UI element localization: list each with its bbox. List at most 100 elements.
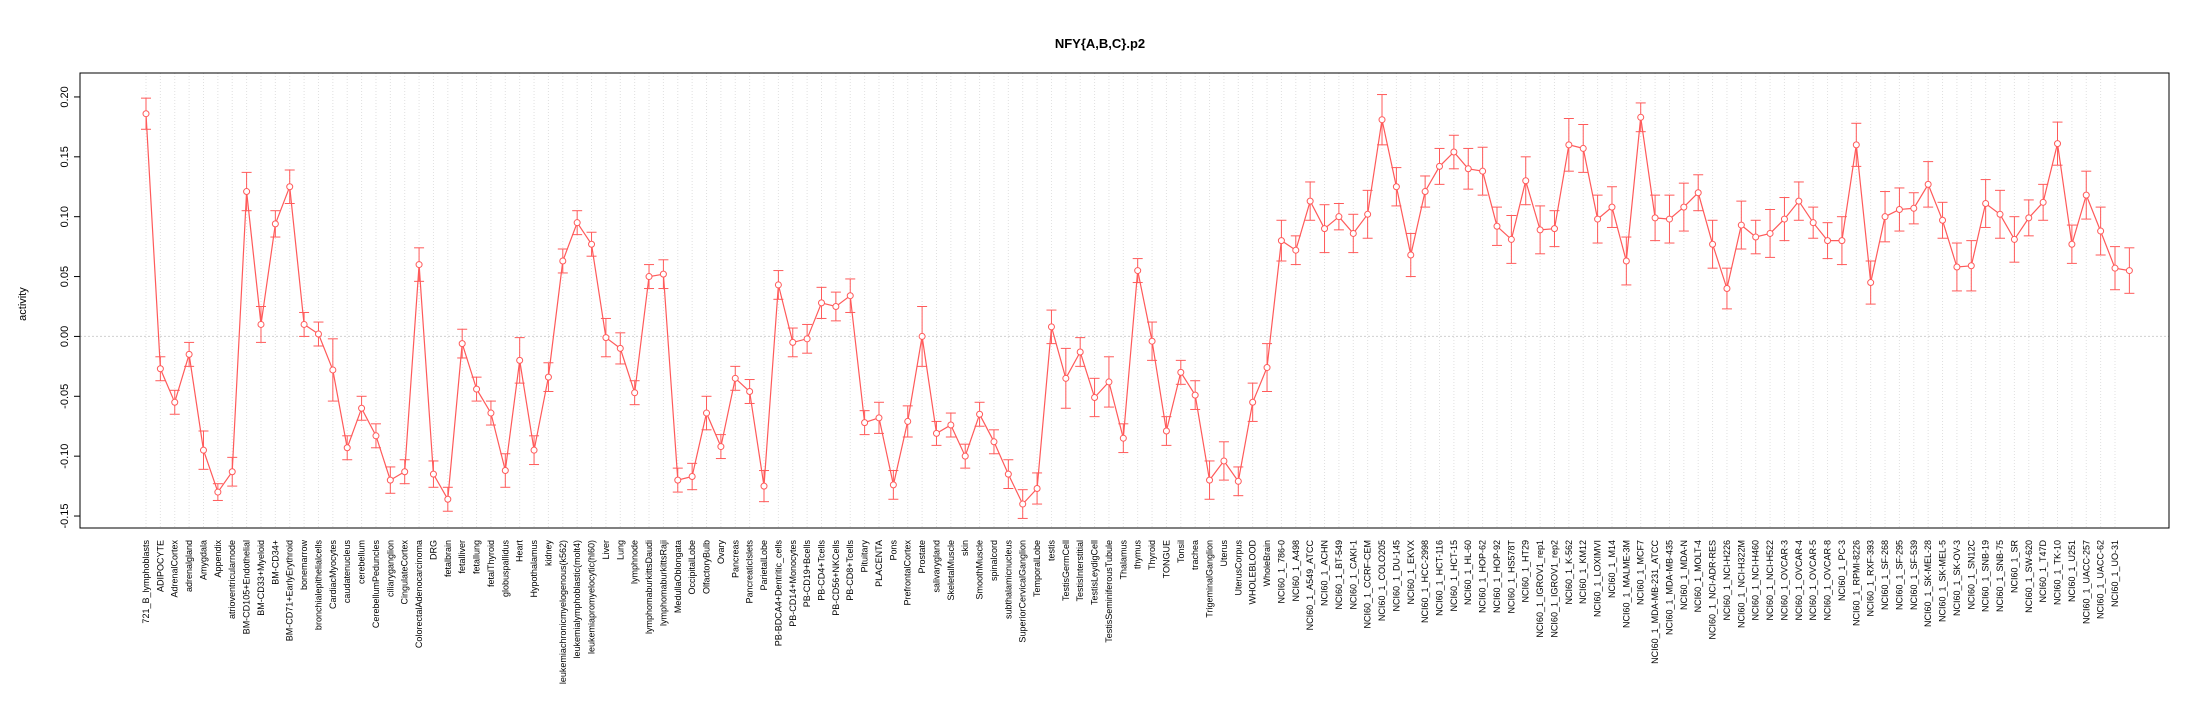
data-point <box>1392 183 1400 191</box>
data-point <box>1910 204 1918 212</box>
data-point <box>2054 140 2062 148</box>
x-tick-label: lymphomaburkittsDaudi <box>644 540 654 634</box>
x-tick-label: NCI60_1_MDA-MB-231_ATCC <box>1650 540 1660 664</box>
data-point <box>214 488 222 496</box>
x-tick-label: kidney <box>543 540 553 567</box>
x-tick-label: NCI60_1_UACC-62 <box>2096 540 2106 619</box>
x-tick-label: NCI60_1_HCT-116 <box>1435 540 1445 616</box>
data-point <box>429 470 437 478</box>
x-tick-label: NCI60_1_HL-60 <box>1463 540 1473 605</box>
x-tick-label: NCI60_1_T47D <box>2038 540 2048 603</box>
data-point <box>932 429 940 437</box>
data-point <box>501 467 509 475</box>
x-tick-label: TestisGermCell <box>1061 540 1071 601</box>
x-tick-label: trachea <box>1190 540 1200 570</box>
data-point <box>1378 116 1386 124</box>
data-point <box>271 220 279 228</box>
x-tick-label: PrefrontalCortex <box>903 540 913 606</box>
data-point <box>1924 180 1932 188</box>
x-tick-label: Hypothalamus <box>529 540 539 598</box>
data-point <box>875 414 883 422</box>
x-tick-label: NCI60_1_OVCAR-8 <box>1823 540 1833 621</box>
x-tick-label: NCI60_1_NCI-H226 <box>1722 540 1732 621</box>
data-point <box>1594 215 1602 223</box>
data-point <box>1306 197 1314 205</box>
x-tick-label: NCI60_1_DU-145 <box>1391 540 1401 612</box>
x-tick-label: NCI60_1_KM12 <box>1578 540 1588 604</box>
data-point <box>199 446 207 454</box>
x-tick-label: Liver <box>601 540 611 560</box>
data-point <box>1565 141 1573 149</box>
data-point <box>1162 427 1170 435</box>
data-point <box>573 219 581 227</box>
data-point <box>1680 203 1688 211</box>
x-tick-label: leukemiapromyelocytic(hl60) <box>587 540 597 654</box>
data-point <box>142 110 150 118</box>
x-tick-label: AdrenalCortex <box>170 540 180 598</box>
x-tick-label: PB-BDCA4+Dentritic_cells <box>773 540 783 647</box>
data-point <box>1047 323 1055 331</box>
y-tick-label: -0.15 <box>59 503 71 528</box>
data-point <box>1838 237 1846 245</box>
x-tick-label: bronchialepithelialcells <box>314 540 324 631</box>
x-tick-label: BM-CD71+EarlyErythroid <box>285 540 295 641</box>
x-tick-label: BM-CD33+Myeloid <box>256 540 266 616</box>
data-point <box>1967 262 1975 270</box>
x-tick-label: NCI60_1_U251 <box>2067 540 2077 602</box>
x-tick-label: SkeletalMuscle <box>946 540 956 601</box>
data-point <box>688 473 696 481</box>
y-tick-label: -0.10 <box>59 444 71 469</box>
data-point <box>861 419 869 427</box>
x-tick-label: bonemarrow <box>299 540 309 591</box>
x-tick-label: testis <box>1047 540 1057 562</box>
data-point <box>1464 165 1472 173</box>
x-tick-label: Thalamus <box>1118 540 1128 580</box>
x-tick-label: Amygdala <box>199 540 209 580</box>
data-point <box>659 270 667 278</box>
x-tick-label: NCI60_1_SK-OV-3 <box>1952 540 1962 616</box>
x-tick-label: NCI60_1_SN12C <box>1966 540 1976 610</box>
x-tick-label: NCI60_1_A549_ATCC <box>1305 540 1315 631</box>
data-point <box>961 452 969 460</box>
x-tick-label: leukemialymphoblastic(molt4) <box>572 540 582 659</box>
x-tick-label: BM-CD105+Endothelial <box>242 540 252 634</box>
data-point <box>1062 374 1070 382</box>
data-point <box>171 398 179 406</box>
chart-title: NFY{A,B,C}.p2 <box>1055 36 1145 51</box>
x-tick-label: CerebellumPeduncles <box>371 540 381 629</box>
x-tick-label: CardiacMyocytes <box>328 540 338 610</box>
data-point <box>516 356 524 364</box>
data-point <box>544 373 552 381</box>
x-tick-label: NCI60_1_SNB-19 <box>1981 540 1991 612</box>
data-point <box>2082 191 2090 199</box>
x-tick-label: fetalThyroid <box>486 540 496 587</box>
data-point <box>156 365 164 373</box>
data-point <box>703 409 711 417</box>
data-point <box>401 468 409 476</box>
data-point <box>1867 279 1875 287</box>
data-point <box>731 374 739 382</box>
x-tick-label: thymus <box>1133 540 1143 570</box>
data-point <box>947 421 955 429</box>
data-point <box>257 320 265 328</box>
data-point <box>976 410 984 418</box>
x-tick-label: NCI60_1_HS578T <box>1506 540 1516 614</box>
data-point <box>444 495 452 503</box>
x-tick-label: DRG <box>428 540 438 560</box>
x-tick-label: fetalbrain <box>443 540 453 577</box>
data-point <box>817 299 825 307</box>
data-point <box>717 443 725 451</box>
x-tick-label: NCI60_1_RXF-393 <box>1866 540 1876 617</box>
x-tick-label: Lung <box>615 540 625 560</box>
x-tick-label: PB-CD19+Bcells <box>802 540 812 608</box>
x-tick-label: NCI60_1_IGROV1_rep1 <box>1535 540 1545 638</box>
data-point <box>2125 267 2133 275</box>
x-tick-label: Heart <box>515 540 525 563</box>
data-point <box>372 432 380 440</box>
data-point <box>645 273 653 281</box>
data-point <box>1421 188 1429 196</box>
x-tick-label: PLACENTA <box>874 540 884 587</box>
data-point <box>1953 263 1961 271</box>
x-tick-label: 721_B_lymphoblasts <box>141 540 151 624</box>
x-tick-label: NCI60_1_OVCAR-3 <box>1779 540 1789 621</box>
